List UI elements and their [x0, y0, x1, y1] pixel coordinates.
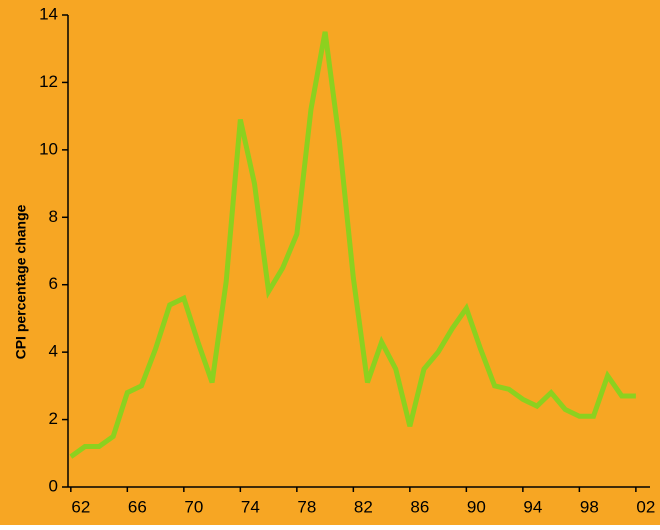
- line: [69, 31, 636, 459]
- x-tick-label: 02: [636, 497, 655, 516]
- x-tick-label: 86: [410, 497, 429, 516]
- y-tick-label: 12: [39, 72, 58, 91]
- x-tick-label: 74: [241, 497, 260, 516]
- y-tick-label: 14: [39, 4, 58, 23]
- x-tick-label: 78: [297, 497, 316, 516]
- y-tick-label: 6: [49, 274, 58, 293]
- y-tick-label: 0: [49, 476, 58, 495]
- y-tick-label: 10: [39, 139, 58, 158]
- y-axis-label: CPI percentage change: [13, 204, 29, 359]
- x-tick-label: 82: [354, 497, 373, 516]
- x-tick-label: 90: [467, 497, 486, 516]
- y-tick-label: 2: [49, 409, 58, 428]
- y-tick-label: 8: [49, 207, 58, 226]
- x-tick-label: 94: [523, 497, 542, 516]
- x-tick-label: 62: [71, 497, 90, 516]
- x-tick-label: 70: [184, 497, 203, 516]
- y-tick-label: 4: [49, 342, 58, 361]
- x-tick-label: 98: [580, 497, 599, 516]
- x-tick-label: 66: [128, 497, 147, 516]
